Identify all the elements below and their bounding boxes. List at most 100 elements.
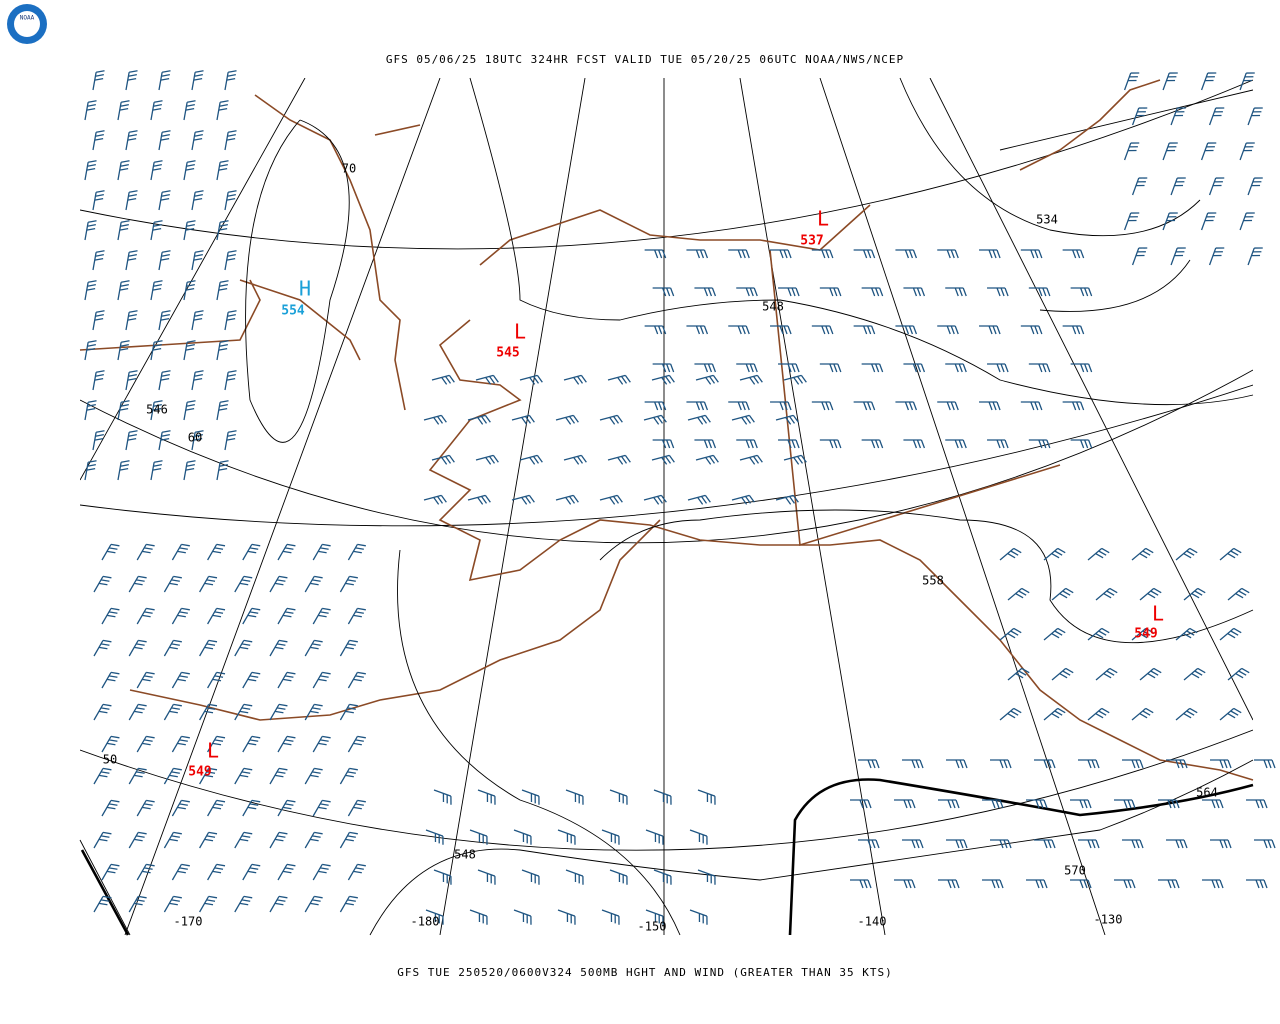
wind-barb [783,454,807,465]
wind-barb [199,895,218,913]
wind-barb [731,494,755,505]
contour-label: 548 [454,848,476,862]
wind-barb [467,494,491,505]
wind-barb [234,575,253,593]
longitude-label: -170 [174,915,203,929]
wind-barb [903,287,926,297]
wind-barb [163,895,182,913]
wind-barb [312,607,331,625]
wind-barb [242,863,261,881]
wind-barb [101,543,120,561]
wind-barb [1254,839,1276,849]
wind-barb [861,439,884,449]
wind-barb [339,703,358,721]
wind-barb [84,340,97,361]
wind-barb [92,370,105,391]
wind-barb [158,310,171,331]
wind-barb [695,374,719,385]
wind-barb [191,430,204,451]
wind-barb [1239,142,1255,161]
wind-barb [652,439,675,449]
wind-barb [1078,759,1100,769]
wind-barb [183,220,196,241]
wind-barb [1114,799,1136,809]
wind-barb [136,799,155,817]
wind-barb [312,799,331,817]
wind-barb [819,363,842,373]
wind-barb [739,374,763,385]
wind-barb [982,879,1004,889]
wind-barb [101,863,120,881]
wind-barb [150,160,163,181]
wind-barb [207,799,226,817]
wind-barb [312,863,331,881]
wind-barb [1095,667,1118,681]
wind-barb [347,543,366,561]
wind-barb [775,414,799,425]
wind-barb [467,414,491,425]
wind-barb [770,249,792,259]
wind-barb [1131,107,1148,126]
wind-barb [521,789,540,805]
wind-barb [117,160,130,181]
wind-barb [125,70,138,91]
wind-barb [1122,759,1144,769]
wind-barb [937,249,959,259]
longitude-label: -180 [411,915,440,929]
wind-barb [1131,247,1148,266]
wind-barb [150,220,163,241]
wind-barb [513,909,532,925]
wind-barb [304,767,323,785]
wind-barb [423,414,447,425]
wind-barb [1175,707,1198,721]
wind-barb [1210,839,1232,849]
wind-barb [811,249,834,259]
wind-barb [609,869,628,885]
wind-barb [339,767,358,785]
wind-barb [645,909,664,925]
coastlines [79,79,1254,781]
wind-barb [163,575,182,593]
wind-barb [475,374,499,385]
wind-barb [304,575,323,593]
wind-barb [778,363,800,373]
wind-barb [979,325,1001,335]
wind-barb [687,414,711,425]
wind-barb [697,789,716,805]
wind-barb [1239,212,1255,231]
center-value: 545 [496,346,519,361]
wind-barb [477,869,496,885]
wind-barb [183,460,196,481]
wind-barb [645,829,664,845]
wind-barb [853,401,876,411]
wind-barb [242,735,261,753]
wind-barb [242,799,261,817]
wind-barb [199,703,218,721]
wind-barb [1200,212,1217,231]
wind-barb [1200,142,1217,161]
wind-barb [861,363,884,373]
wind-barb [850,879,872,889]
wind-barb [150,280,163,301]
wind-barb [1034,759,1056,769]
wind-barb [1087,547,1110,561]
wind-barb [736,287,758,297]
wind-barb [101,671,120,689]
wind-barb [694,439,717,449]
wind-barb [207,607,226,625]
contour-label: 570 [1064,864,1086,878]
wind-barb [689,909,708,925]
wind-barb [191,370,204,391]
wind-barb [686,401,709,411]
wind-barb [199,831,218,849]
wind-barb [128,639,147,657]
wind-barb [999,627,1022,641]
map-title: GFS 05/06/25 18UTC 324HR FCST VALID TUE … [386,53,904,66]
wind-barb [117,340,130,361]
logo: NOAA [7,4,47,44]
wind-barb [224,70,237,91]
wind-barb [84,400,97,421]
wind-barb [557,829,576,845]
wind-barb [979,249,1001,259]
wind-barb [150,340,163,361]
